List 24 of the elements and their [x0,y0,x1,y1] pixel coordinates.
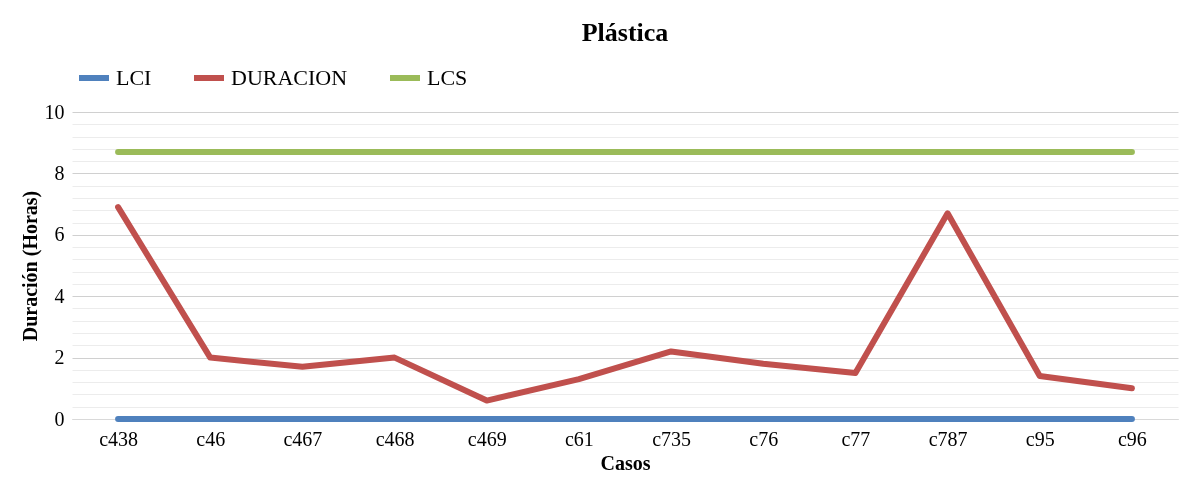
y-tick-label: 6 [54,223,65,246]
y-tick-label: 2 [54,346,65,369]
x-tick-label: c46 [196,427,226,450]
x-tick-label: c735 [652,427,692,450]
y-tick-label: 4 [54,284,65,307]
x-tick-label: c61 [564,427,594,450]
y-tick-label: 0 [54,407,65,430]
x-tick-label: c438 [99,427,139,450]
x-tick-label: c77 [841,427,871,450]
legend-label: LCI [116,65,152,90]
x-tick-label: c469 [467,427,507,450]
x-tick-label: c467 [283,427,323,450]
y-axis-title: Duración (Horas) [18,190,42,342]
legend-label: DURACION [231,65,348,90]
x-tick-label: c96 [1117,427,1147,450]
x-axis-title: Casos [600,451,651,474]
legend-label: LCS [427,65,468,90]
x-tick-label: c76 [749,427,779,450]
chart-title: Plástica [581,18,669,47]
x-tick-label: c468 [375,427,415,450]
x-tick-label: c95 [1025,427,1055,450]
y-tick-label: 10 [44,100,65,123]
y-tick-label: 8 [54,161,65,184]
x-tick-label: c787 [928,427,968,450]
